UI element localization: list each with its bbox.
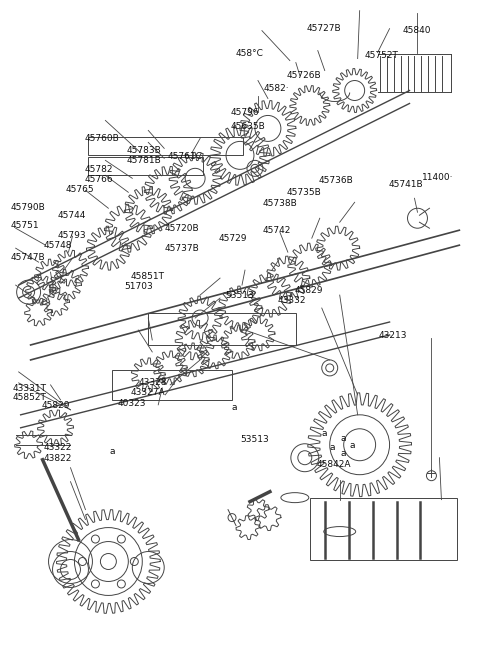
Text: 40323: 40323 [118, 399, 146, 408]
Text: 45840: 45840 [403, 26, 431, 35]
Text: a: a [110, 447, 115, 456]
Text: 45729: 45729 [218, 234, 247, 243]
Text: a: a [340, 434, 346, 443]
Text: 4582·: 4582· [264, 84, 289, 93]
Text: 45738B: 45738B [263, 200, 298, 208]
Text: 45736B: 45736B [319, 176, 354, 185]
Text: 45761C: 45761C [167, 152, 202, 161]
Text: 45727B: 45727B [307, 24, 342, 33]
Text: 45635B: 45635B [230, 122, 265, 131]
Text: 45765: 45765 [65, 185, 94, 194]
Text: 458°C: 458°C [235, 49, 263, 58]
Text: 45737B: 45737B [164, 244, 199, 253]
Text: 53513: 53513 [226, 291, 254, 300]
Bar [112, 370, 232, 400]
Text: 43822: 43822 [44, 454, 72, 463]
Text: 45783B: 45783B [126, 146, 161, 154]
Text: 45781B: 45781B [126, 156, 161, 164]
Text: 45829: 45829 [295, 286, 324, 295]
Text: 45851T: 45851T [131, 272, 165, 281]
Text: 43322: 43322 [44, 443, 72, 452]
Text: 45747B: 45747B [10, 253, 45, 262]
Text: 45829: 45829 [41, 401, 70, 411]
Text: 45748: 45748 [44, 240, 72, 250]
Text: 45793: 45793 [57, 231, 86, 240]
Text: 45782: 45782 [84, 166, 113, 174]
Text: 43213: 43213 [379, 330, 408, 340]
Bar [88, 137, 243, 155]
Text: 43331T: 43331T [12, 384, 47, 394]
Bar [148, 313, 296, 345]
Text: a: a [349, 441, 355, 449]
Bar [88, 158, 203, 175]
Text: 45742: 45742 [263, 225, 291, 235]
Text: 45796: 45796 [230, 108, 259, 117]
Text: 11400·: 11400· [422, 173, 454, 182]
Text: 45766: 45766 [84, 175, 113, 184]
Text: 43328: 43328 [139, 378, 167, 387]
Text: 45741B: 45741B [388, 180, 423, 189]
Text: 45852T: 45852T [12, 394, 47, 403]
Text: 45735B: 45735B [287, 188, 322, 196]
Text: 45720B: 45720B [164, 224, 199, 233]
Text: 45790B: 45790B [10, 204, 45, 212]
Text: a: a [322, 429, 327, 438]
Text: 45760B: 45760B [84, 134, 119, 143]
Text: 51703: 51703 [124, 282, 153, 291]
Bar [310, 497, 457, 560]
Text: 45752T: 45752T [364, 51, 398, 60]
Text: 45726B: 45726B [287, 71, 322, 80]
Text: 45744: 45744 [57, 212, 85, 220]
Text: 43327A: 43327A [131, 388, 166, 397]
Text: a: a [340, 449, 346, 457]
Text: 45751: 45751 [10, 221, 39, 230]
Text: 45842A: 45842A [317, 461, 351, 469]
Text: 53513: 53513 [240, 436, 269, 444]
Text: a: a [330, 443, 336, 452]
Text: a: a [231, 403, 237, 412]
Text: 43332: 43332 [277, 296, 306, 306]
